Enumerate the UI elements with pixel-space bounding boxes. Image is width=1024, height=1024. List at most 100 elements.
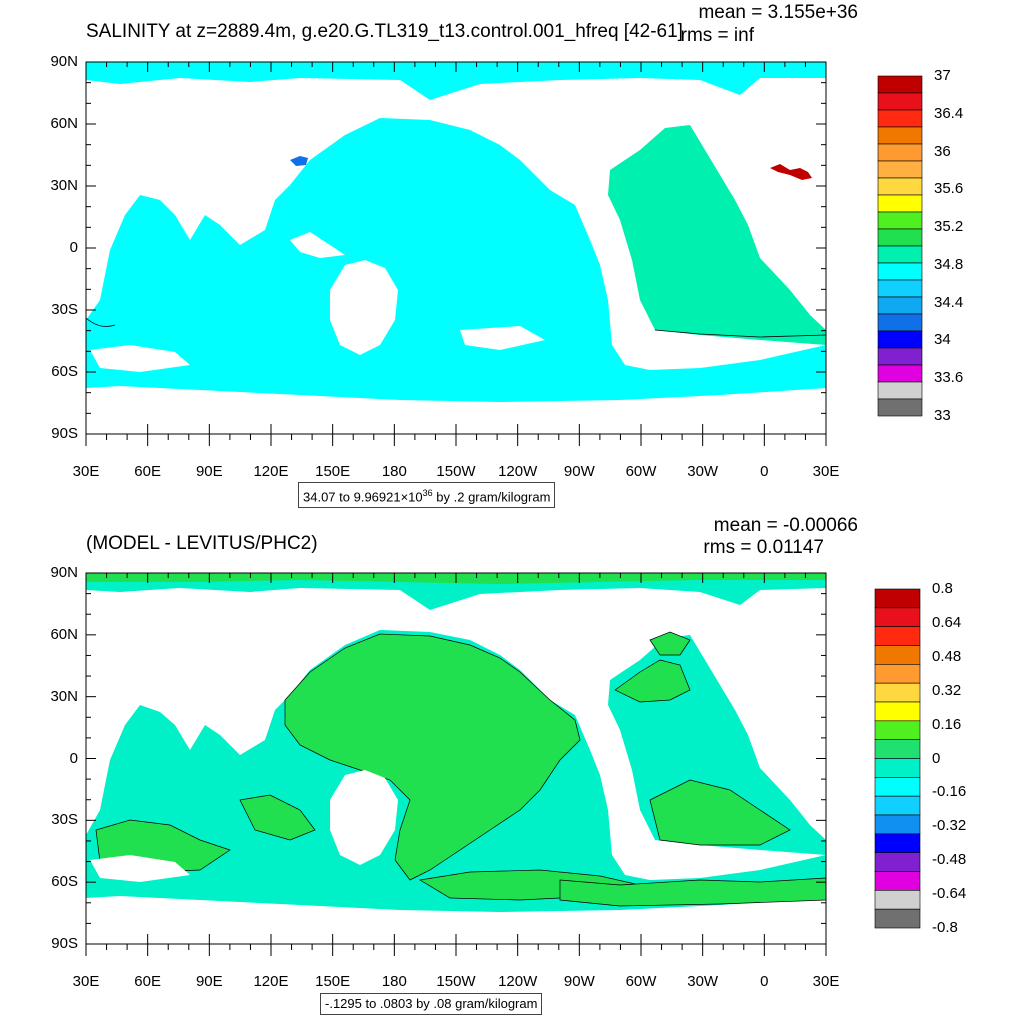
bottom-lon-label: 150W — [436, 973, 476, 990]
top-colorbar-swatch — [877, 347, 923, 366]
top-lon-label: 90E — [195, 463, 223, 480]
top-colorbar-swatch — [877, 177, 923, 196]
top-lat-label: 60N — [50, 115, 78, 132]
bottom-anomaly-field — [86, 573, 826, 912]
bottom-colorbar-swatch — [874, 758, 921, 778]
bottom-colorbar-label: -0.8 — [932, 919, 958, 936]
top-colorbar-label: 35.6 — [934, 180, 964, 198]
bottom-colorbar-swatch — [874, 814, 921, 835]
top-colorbar-swatch — [877, 398, 923, 417]
bottom-colorbar-swatch — [874, 890, 921, 910]
top-colorbar-swatch — [877, 262, 923, 281]
top-lat-label: 0 — [69, 239, 78, 256]
bottom-colorbar-swatch — [874, 645, 921, 665]
top-lat-label: 90N — [50, 53, 78, 70]
top-lon-label: 60E — [134, 463, 161, 480]
top-colorbar-label: 33.6 — [934, 369, 964, 387]
top-colorbar-swatch — [877, 92, 923, 111]
top-atlantic-ocean — [608, 125, 826, 345]
top-lat-label: 60S — [51, 363, 78, 380]
bottom-lon-label: 180 — [381, 973, 407, 990]
bottom-lon-label: 120W — [498, 973, 538, 990]
bottom-colorbar — [874, 588, 921, 929]
bottom-contour-info: -.1295 to .0803 by .08 gram/kilogram — [320, 993, 543, 1015]
top-colorbar-swatch — [877, 313, 923, 332]
top-lon-label: 30W — [687, 463, 719, 480]
bottom-lat-label: 60S — [51, 873, 78, 891]
bottom-colorbar-swatch — [874, 833, 921, 853]
top-rms-stat: rms = inf — [680, 25, 754, 46]
bottom-colorbar-swatch — [874, 701, 921, 722]
top-colorbar-swatch — [877, 126, 923, 145]
top-colorbar-label: 36.4 — [934, 104, 964, 122]
top-indo-pacific-ocean — [86, 118, 826, 402]
bottom-colorbar-label: -0.64 — [932, 885, 967, 903]
bottom-colorbar-label: 0.64 — [932, 613, 962, 631]
bottom-lon-label: 90W — [563, 973, 595, 990]
bottom-lat-label: 30N — [50, 687, 78, 705]
top-lon-label: 180 — [381, 463, 407, 480]
top-lat-label: 90S — [51, 425, 78, 442]
bottom-mean-stat: mean = -0.00066 — [713, 515, 858, 536]
top-map-title: SALINITY at z=2889.4m, g.e20.G.TL319_t13… — [86, 21, 683, 42]
top-lon-label: 90W — [563, 463, 595, 480]
bottom-colorbar-swatch — [874, 795, 921, 816]
top-lon-label: 0 — [760, 463, 769, 480]
bottom-rms-stat: rms = 0.01147 — [703, 537, 824, 558]
top-colorbar-label: 34.8 — [934, 255, 964, 273]
bottom-lon-label: 120E — [253, 973, 289, 990]
top-colorbar-swatch — [877, 160, 923, 179]
top-lat-label: 30S — [51, 301, 78, 318]
bottom-axis-ticks — [85, 572, 827, 956]
bottom-lon-label: 30E — [72, 973, 100, 990]
top-colorbar-label: 36 — [934, 142, 951, 160]
bottom-colorbar-label: 0.32 — [932, 681, 962, 699]
bottom-colorbar-swatch — [874, 739, 921, 759]
bottom-lon-label: 90E — [195, 973, 223, 990]
top-high-salinity-patch — [770, 164, 812, 180]
top-colorbar-swatch — [877, 228, 923, 247]
top-lat-label: 30N — [50, 177, 78, 194]
bottom-lon-label: 0 — [760, 973, 769, 990]
bottom-colorbar-swatch — [874, 682, 921, 703]
bottom-colorbar-swatch — [874, 852, 921, 872]
bottom-colorbar-swatch — [874, 664, 921, 684]
top-colorbar-swatch — [877, 279, 923, 298]
top-colorbar-swatch — [877, 143, 923, 162]
top-colorbar-swatch — [877, 364, 923, 383]
bottom-colorbar-label: -0.16 — [932, 783, 967, 801]
top-maritime-continent — [290, 232, 345, 258]
top-lon-label: 120W — [498, 463, 538, 480]
top-low-salinity-patch — [290, 156, 308, 166]
top-colorbar-swatch — [877, 75, 923, 94]
top-australia-land — [330, 260, 398, 355]
bottom-colorbar-swatch — [874, 626, 921, 646]
bottom-colorbar-label: 0.48 — [932, 647, 962, 665]
bottom-colorbar-swatch — [874, 720, 921, 740]
bottom-lon-label: 150E — [315, 973, 351, 990]
bottom-colorbar-label: -0.32 — [932, 817, 967, 835]
top-colorbar — [877, 75, 923, 417]
bottom-colorbar-label: 0.16 — [932, 715, 962, 733]
top-lon-label: 60W — [625, 463, 657, 480]
bottom-lon-label: 30W — [687, 973, 719, 990]
bottom-colorbar-swatch — [874, 607, 921, 627]
bottom-lat-label: 90N — [50, 564, 78, 581]
top-colorbar-swatch — [877, 296, 923, 315]
top-lon-label: 120E — [253, 463, 289, 480]
top-axis-ticks — [85, 61, 827, 446]
top-colorbar-swatch — [877, 194, 923, 213]
top-colorbar-label: 35.2 — [934, 218, 964, 236]
top-contour-info: 34.07 to 9.96921×1036 by .2 gram/kilogra… — [298, 482, 556, 509]
top-lon-label: 30E — [72, 463, 100, 480]
top-colorbar-label: 37 — [934, 67, 951, 84]
top-colorbar-label: 34.4 — [934, 293, 964, 311]
top-lon-label: 150W — [436, 463, 476, 480]
top-mean-stat: mean = 3.155e+36 — [698, 2, 858, 23]
bottom-colorbar-swatch — [874, 871, 921, 891]
top-colorbar-label: 34 — [934, 331, 951, 349]
top-colorbar-swatch — [877, 330, 923, 349]
top-colorbar-swatch — [877, 381, 923, 400]
bottom-lat-label: 0 — [69, 749, 78, 767]
